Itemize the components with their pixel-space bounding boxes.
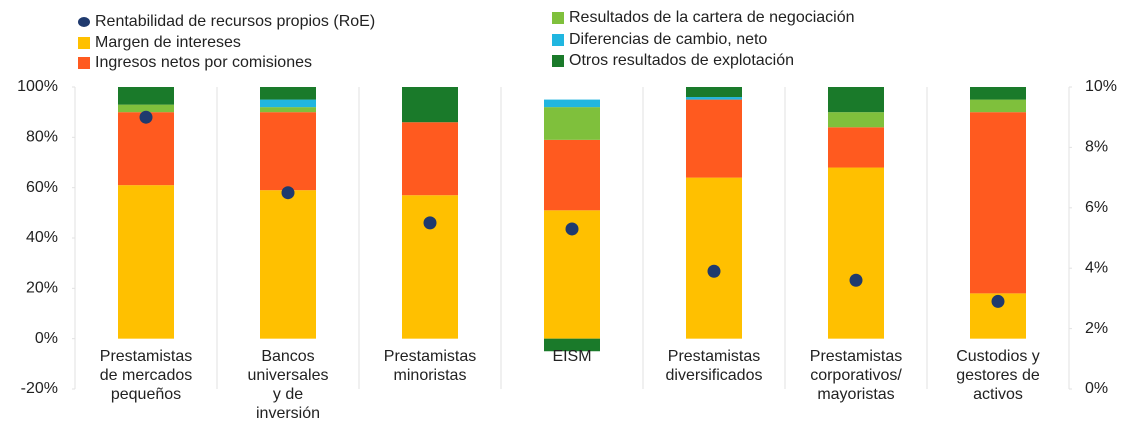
x-tick-label: Custodios y <box>956 348 1040 365</box>
legend-label: Diferencias de cambio, neto <box>569 31 767 48</box>
x-tick-label: activos <box>973 386 1023 403</box>
x-tick-label: EISM <box>552 348 591 365</box>
y-tick-label: 100% <box>17 78 58 95</box>
y-tick-label: 20% <box>26 280 58 297</box>
legend-label: Resultados de la cartera de negociación <box>569 9 855 26</box>
x-tick-label: minoristas <box>394 367 467 384</box>
y-tick-label: 80% <box>26 129 58 146</box>
legend-marker <box>78 17 90 27</box>
x-tick-label: corporativos/ <box>810 367 902 384</box>
roe-dot <box>991 294 1005 308</box>
y2-tick-label: 10% <box>1085 78 1117 95</box>
bar-segment <box>970 99 1026 113</box>
bar-segment <box>970 112 1026 294</box>
bar-segment <box>402 122 458 196</box>
bar-segment <box>544 99 600 108</box>
bar-segment <box>828 167 884 339</box>
y2-tick-label: 6% <box>1085 199 1108 216</box>
x-tick-label: Bancos <box>261 348 314 365</box>
roe-dot <box>281 186 295 200</box>
bar-segment <box>260 87 316 100</box>
x-tick-label: Prestamistas <box>668 348 760 365</box>
x-tick-label: Prestamistas <box>100 348 192 365</box>
bar-segment <box>260 99 316 108</box>
bar-segment <box>260 107 316 113</box>
legend-label: Ingresos netos por comisiones <box>95 54 312 71</box>
bar-segment <box>544 338 600 352</box>
legend-marker <box>78 37 90 49</box>
y2-tick-label: 8% <box>1085 139 1108 156</box>
bar-segment <box>118 87 174 105</box>
bar-segment <box>686 97 742 100</box>
bar-segment <box>260 190 316 339</box>
roe-dot <box>139 110 153 124</box>
roe-dot <box>849 273 863 287</box>
legend-marker <box>78 57 90 69</box>
y-tick-label: 40% <box>26 229 58 246</box>
bar-segment <box>402 87 458 123</box>
roe-dot <box>423 216 437 230</box>
y-tick-label: 60% <box>26 179 58 196</box>
y2-tick-label: 2% <box>1085 320 1108 337</box>
x-tick-label: Prestamistas <box>384 348 476 365</box>
x-tick-label: diversificados <box>666 367 763 384</box>
x-tick-label: gestores de <box>956 367 1040 384</box>
bar-segment <box>118 104 174 113</box>
y2-tick-label: 0% <box>1085 380 1108 397</box>
legend-label: Otros resultados de explotación <box>569 52 794 69</box>
bar-segment <box>686 87 742 98</box>
x-tick-label: de mercados <box>100 367 193 384</box>
bar-segment <box>544 139 600 211</box>
x-tick-label: pequeños <box>111 386 181 403</box>
bar-segment <box>260 112 316 191</box>
legend-label: Margen de intereses <box>95 34 241 51</box>
bar-segment <box>544 107 600 140</box>
bar-segment <box>686 99 742 178</box>
legend-marker <box>552 55 564 67</box>
x-tick-label: universales <box>248 367 329 384</box>
bar-segment <box>828 127 884 168</box>
bar-segment <box>686 177 742 339</box>
legend-label: Rentabilidad de recursos propios (RoE) <box>95 13 375 30</box>
bar-segment <box>828 112 884 128</box>
y-tick-label: 0% <box>35 330 58 347</box>
y2-tick-label: 4% <box>1085 259 1108 276</box>
legend-marker <box>552 12 564 24</box>
roe-dot <box>707 264 721 278</box>
bar-segment <box>970 87 1026 100</box>
x-tick-label: mayoristas <box>817 386 894 403</box>
bar-segment <box>118 185 174 339</box>
x-tick-label: Prestamistas <box>810 348 902 365</box>
bar-segment <box>828 87 884 113</box>
x-tick-label: y de <box>273 386 303 403</box>
x-tick-label: inversión <box>256 405 320 422</box>
bar-segment <box>118 112 174 186</box>
y-tick-label: -20% <box>21 380 58 397</box>
legend-marker <box>552 34 564 46</box>
roe-dot <box>565 222 579 236</box>
